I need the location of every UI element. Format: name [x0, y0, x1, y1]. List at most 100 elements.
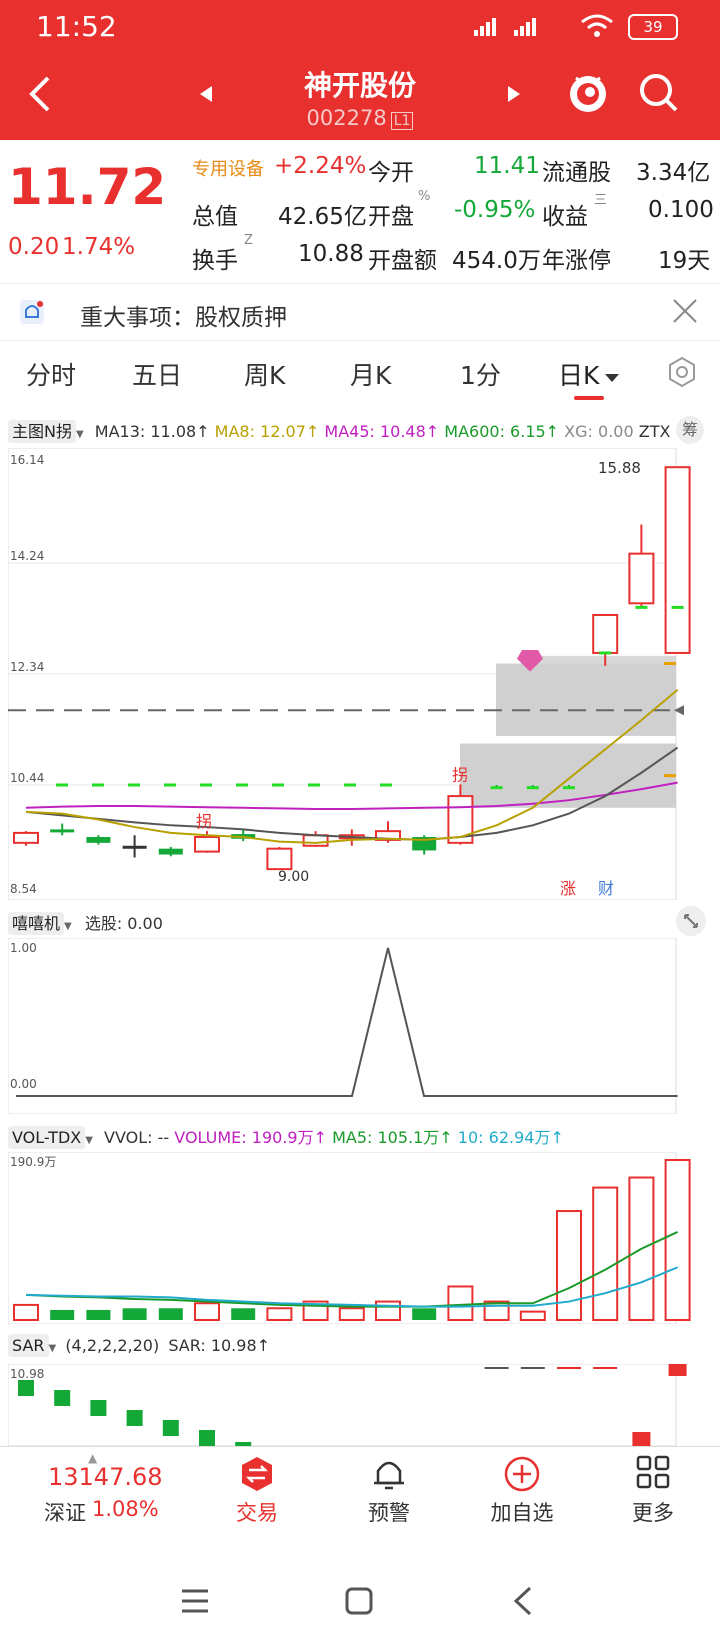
sar-params: (4,2,2,2,20) [65, 1336, 160, 1355]
more-icon[interactable] [636, 1455, 670, 1493]
tab-monthly[interactable]: 月K [350, 361, 392, 390]
status-time: 11:52 [36, 10, 117, 43]
chip-button[interactable]: 筹 [676, 416, 704, 444]
xgj-max-label: 1.00 [10, 941, 37, 955]
label-open-amount: 开盘额 [368, 248, 437, 274]
tab-1min[interactable]: 1分 [460, 361, 501, 390]
low-label: 9.00 [278, 869, 309, 885]
tab-daily[interactable]: 日K [558, 361, 600, 390]
nav-trade[interactable]: 交易 [236, 1501, 278, 1525]
kline-chart[interactable]: 16.1414.2412.3410.448.5415.889.00拐拐涨财 [8, 448, 712, 900]
back-icon[interactable] [26, 74, 56, 118]
alert-icon[interactable] [372, 1455, 406, 1497]
vol-arrow-icon[interactable]: ▼ [85, 1135, 93, 1146]
y-axis-label: 10.44 [10, 771, 44, 785]
home-icon[interactable] [344, 1586, 374, 1620]
turn-mark: 拐 [452, 765, 468, 784]
candle [50, 823, 75, 836]
xgj-selector[interactable]: 嘻嘻机 [8, 912, 65, 935]
close-icon[interactable] [672, 298, 698, 328]
tab-daily-dropdown-icon[interactable] [604, 368, 620, 387]
candle [412, 835, 437, 855]
volume-bar [122, 1308, 147, 1320]
sar-dot [18, 1380, 34, 1396]
vol-max-label: 190.9万 [10, 1155, 56, 1169]
sup-turnover: Z [244, 233, 253, 248]
xgj-sub: 选股: 0.00 [84, 914, 163, 933]
tab-intraday[interactable]: 分时 [26, 361, 77, 390]
candle-body [664, 466, 691, 654]
bottom-nav: ▲ 13147.68 深证 1.08% 交易 预警 加自选 更多 [0, 1446, 720, 1539]
sar-dot [632, 1432, 651, 1446]
candle-body [526, 786, 539, 790]
value-open: 11.41 [474, 153, 540, 179]
ztx-label: ZTX [638, 422, 671, 441]
notice-text: 重大事项：股权质押 [80, 305, 287, 331]
system-nav-bar [0, 1538, 720, 1650]
index-value[interactable]: 13147.68 [48, 1463, 163, 1491]
tab-weekly[interactable]: 周K [244, 361, 286, 390]
value-turnover: 10.88 [298, 241, 364, 267]
level-badge: L1 [390, 112, 414, 130]
mascot-icon[interactable] [566, 70, 610, 118]
system-back-icon[interactable] [510, 1586, 534, 1620]
label-turnover: 换手 [192, 248, 238, 274]
sar-dot [54, 1390, 71, 1406]
label-open: 今开 [368, 160, 414, 186]
search-icon[interactable] [638, 72, 680, 118]
chip-band [538, 655, 676, 664]
sar-selector[interactable]: SAR [8, 1334, 49, 1357]
candle-body [302, 834, 329, 847]
sar-chart: 10.98 [8, 1364, 687, 1446]
main-indicator-selector[interactable]: 主图N拐 [8, 420, 76, 443]
value-float-shares: 3.34亿 [636, 160, 711, 186]
expand-icon[interactable] [676, 906, 706, 936]
sar-dot [90, 1400, 107, 1416]
notice-bar[interactable]: 重大事项：股权质押 [0, 283, 720, 341]
index-name: 深证 [44, 1501, 86, 1525]
value-limitup-days: 19天 [658, 248, 711, 274]
settings-icon[interactable] [666, 356, 698, 392]
battery-icon: 39 [628, 14, 678, 40]
label-open-pct: 开盘 [368, 204, 414, 230]
vvol-label: VVOL: -- [104, 1128, 170, 1147]
nav-more[interactable]: 更多 [632, 1501, 674, 1525]
volume-bar [194, 1302, 220, 1321]
bell-icon [18, 298, 46, 330]
selector-arrow-icon[interactable]: ▼ [75, 429, 84, 440]
xgj-arrow-icon[interactable]: ▼ [64, 921, 72, 932]
candle [664, 466, 691, 654]
next-stock-icon[interactable] [506, 84, 522, 108]
sector-label[interactable]: 专用设备 [192, 159, 264, 180]
xgj-chart: 1.00 0.00 [8, 938, 678, 1114]
index-pct: 1.08% [92, 1497, 159, 1521]
turn-mark: 拐 [196, 812, 212, 831]
wifi-icon [580, 12, 614, 42]
price-change: 0.20 [8, 234, 60, 260]
last-price: 11.72 [8, 158, 167, 216]
prev-stock-icon[interactable] [198, 84, 214, 108]
ma45-line [25, 781, 678, 810]
trade-icon[interactable] [238, 1455, 276, 1497]
xgj-indicator-bar: 嘻嘻机 ▼ 选股: 0.00 [8, 910, 163, 938]
menu-icon[interactable] [180, 1588, 210, 1618]
app-header: 11:52 39 神开股份 002278 L1 [0, 0, 720, 140]
sar-dot [126, 1410, 143, 1426]
label-limitup-days: 年涨停 [542, 248, 611, 274]
volume-bar [266, 1307, 293, 1322]
candle [302, 831, 329, 847]
high-label: 15.88 [598, 459, 641, 477]
sar-arrow-icon[interactable]: ▼ [48, 1343, 57, 1354]
candle-body [563, 786, 575, 790]
chip-band [496, 663, 676, 736]
tab-five-day[interactable]: 五日 [132, 361, 183, 390]
add-watchlist-icon[interactable] [503, 1455, 541, 1497]
sup-open-pct: % [418, 189, 431, 204]
candle-body [266, 847, 293, 871]
volume-chart: 190.9万 [8, 1152, 691, 1324]
nav-alert[interactable]: 预警 [368, 1501, 410, 1525]
nav-add-watchlist[interactable]: 加自选 [490, 1501, 554, 1525]
vol-selector[interactable]: VOL-TDX [8, 1126, 86, 1149]
sar-dot [199, 1430, 215, 1446]
volume-bar [519, 1310, 546, 1322]
